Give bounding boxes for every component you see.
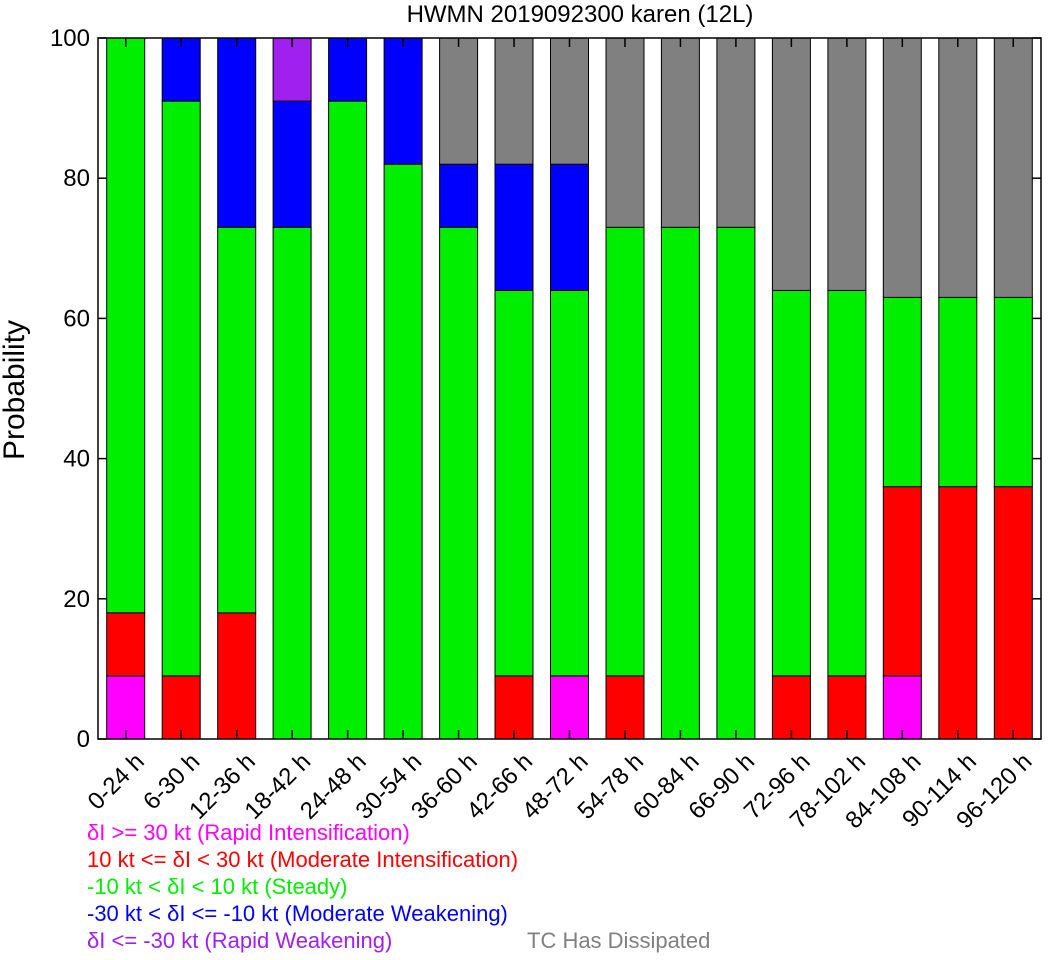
bar-segment-moderate-weakening-4: [328, 37, 368, 102]
bar-segment-moderate-intensification-14: [882, 486, 922, 677]
bar-segment-moderate-weakening-3: [272, 100, 312, 228]
bar-segment-steady-13: [827, 289, 867, 677]
bar-segment-steady-12: [771, 289, 811, 677]
bar-segment-rapid-intensification-8: [550, 675, 589, 740]
bar-segment-steady-15: [938, 296, 978, 488]
y-tick-label-3: 60: [63, 305, 90, 332]
bar-segment-tc-has-dissipated-7: [494, 37, 534, 165]
bar-segment-steady-10: [660, 226, 700, 740]
bar-segment-steady-6: [439, 226, 479, 740]
legend-entry-5: TC Has Dissipated: [527, 928, 711, 953]
bar-segment-rapid-weakening-3: [272, 37, 312, 102]
y-axis-label: Probability: [0, 320, 31, 460]
bar-segment-tc-has-dissipated-9: [605, 37, 645, 228]
legend-entry-3: -30 kt < δI <= -10 kt (Moderate Weakenin…: [87, 901, 508, 926]
bar-segment-tc-has-dissipated-16: [993, 37, 1033, 298]
chart-title: HWMN 2019092300 karen (12L): [407, 1, 754, 28]
bar-segment-steady-11: [716, 226, 756, 740]
bar-segment-rapid-intensification-0: [106, 675, 146, 740]
bar-segment-tc-has-dissipated-14: [882, 37, 922, 298]
bar-segment-steady-8: [550, 289, 589, 677]
bar-segment-moderate-intensification-7: [494, 675, 534, 740]
x-tick-label-0: 0-24 h: [83, 748, 150, 815]
bar-segment-tc-has-dissipated-15: [938, 37, 978, 298]
bar-segment-rapid-intensification-14: [882, 675, 922, 740]
bar-segment-steady-2: [217, 226, 257, 614]
bar-segment-moderate-weakening-5: [383, 37, 423, 165]
bar-segment-moderate-weakening-6: [439, 163, 479, 228]
bar-segment-steady-9: [605, 226, 645, 677]
bar-segment-steady-0: [106, 37, 146, 614]
bar-segment-tc-has-dissipated-11: [716, 37, 756, 228]
y-tick-label-1: 20: [63, 586, 90, 613]
y-tick-label-5: 100: [50, 25, 90, 52]
legend-entry-0: δI >= 30 kt (Rapid Intensification): [87, 820, 410, 845]
bar-segment-moderate-intensification-0: [106, 612, 146, 677]
bar-segment-moderate-weakening-7: [494, 163, 534, 291]
bar-segment-moderate-intensification-1: [161, 675, 201, 740]
y-tick-label-2: 40: [63, 446, 90, 473]
bar-segment-moderate-weakening-8: [550, 163, 589, 291]
bar-segment-tc-has-dissipated-6: [439, 37, 479, 165]
bar-segment-tc-has-dissipated-12: [771, 37, 811, 291]
bar-segment-steady-3: [272, 226, 312, 740]
bar-segment-moderate-intensification-16: [993, 486, 1033, 740]
bar-segment-moderate-intensification-12: [771, 675, 811, 740]
y-tick-label-4: 80: [63, 165, 90, 192]
bar-segment-moderate-intensification-2: [217, 612, 257, 740]
legend-entry-2: -10 kt < δI < 10 kt (Steady): [87, 874, 348, 899]
y-axis: 0 20 40 60 80 100: [50, 25, 1041, 753]
bar-segment-tc-has-dissipated-10: [660, 37, 700, 228]
y-tick-label-0: 0: [77, 726, 90, 753]
legend-entry-4: δI <= -30 kt (Rapid Weakening): [87, 928, 393, 953]
legend-entry-1: 10 kt <= δI < 30 kt (Moderate Intensific…: [87, 847, 519, 872]
bar-segment-tc-has-dissipated-8: [550, 37, 589, 165]
bar-segment-steady-14: [882, 296, 922, 488]
bar-segment-steady-5: [383, 163, 423, 740]
bar-segment-moderate-weakening-1: [161, 37, 201, 102]
bar-segment-steady-7: [494, 289, 534, 677]
bar-segment-moderate-weakening-2: [217, 37, 257, 228]
bar-segment-steady-1: [161, 100, 201, 677]
bar-segment-tc-has-dissipated-13: [827, 37, 867, 291]
bar-segment-moderate-intensification-15: [938, 486, 978, 740]
bar-segment-steady-16: [993, 296, 1033, 488]
bar-segment-steady-4: [328, 100, 368, 740]
bar-segment-moderate-intensification-13: [827, 675, 867, 740]
bar-segment-moderate-intensification-9: [605, 675, 645, 740]
stacked-bars: [106, 37, 1033, 740]
